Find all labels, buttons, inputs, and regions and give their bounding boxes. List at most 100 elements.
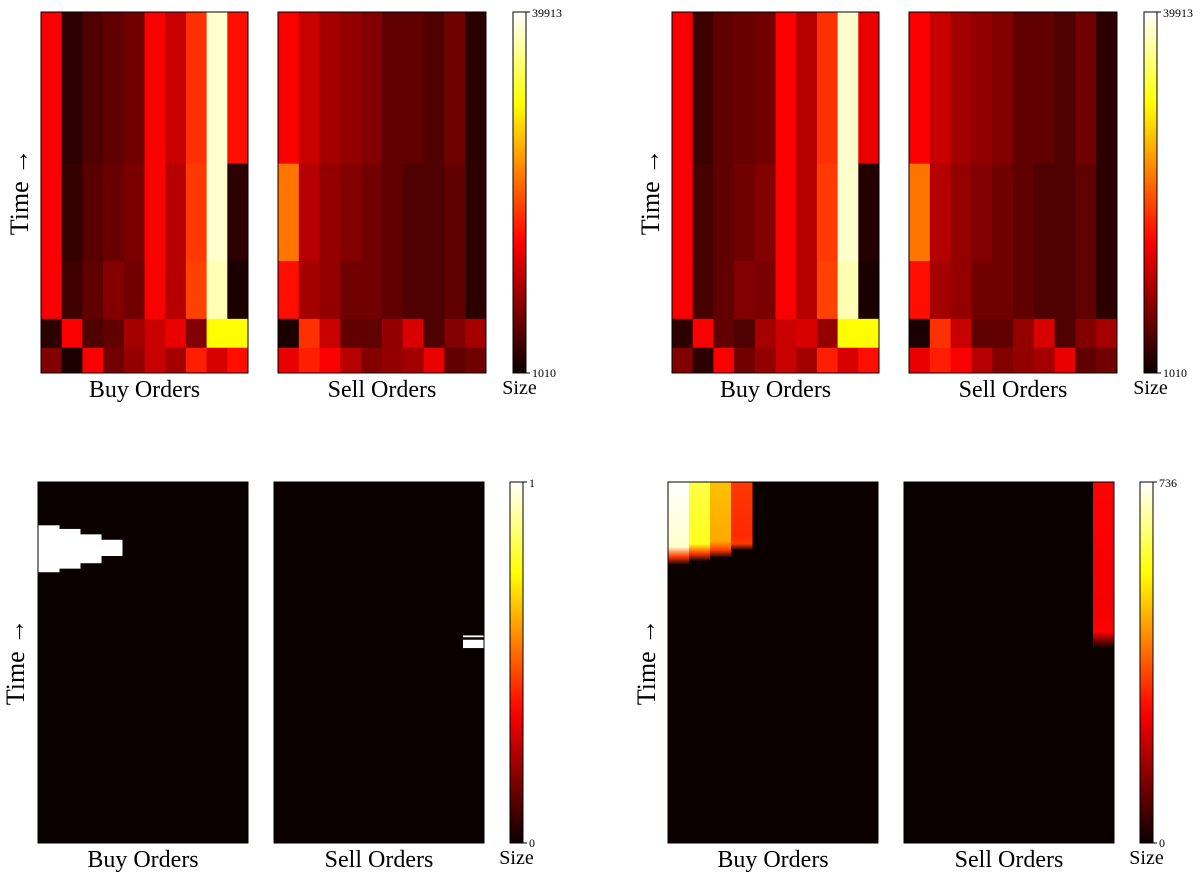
- heatmap-cell: [206, 261, 228, 320]
- heatmap-cell: [796, 347, 818, 374]
- heatmap-cell: [41, 261, 63, 320]
- heatmap-cell: [185, 163, 208, 262]
- heatmap-cell: [858, 347, 880, 374]
- heatmap-cell: [1054, 347, 1076, 374]
- heatmap-cell: [1096, 261, 1118, 320]
- heatmap-cell: [103, 347, 125, 374]
- heatmap-cell: [1033, 163, 1056, 262]
- heatmap-cell: [465, 261, 487, 320]
- colorbar-label: Size: [502, 377, 537, 399]
- y-axis-label: Time →: [632, 619, 661, 705]
- heatmap-cell: [444, 261, 466, 320]
- x-axis-label: Sell Orders: [328, 377, 437, 403]
- heatmap-cell: [319, 261, 341, 320]
- x-axis-label: Sell Orders: [959, 377, 1068, 403]
- heatmap-cell: [929, 318, 952, 349]
- heatmap-block: [463, 639, 485, 649]
- heatmap-cell: [909, 12, 931, 165]
- heatmap-frame: [40, 11, 249, 374]
- heatmap-cell: [858, 261, 880, 320]
- heatmap-cell: [103, 12, 125, 165]
- heatmap-cell: [298, 318, 321, 349]
- x-axis-label: Sell Orders: [325, 847, 434, 873]
- colorbar-label: Size: [1129, 847, 1164, 869]
- heatmap-cell: [402, 163, 425, 262]
- heatmap-block: [689, 482, 711, 562]
- heatmap-cell: [402, 12, 425, 165]
- heatmap-buy-orders: Buy Orders: [40, 11, 249, 403]
- heatmap-cell: [858, 318, 880, 349]
- heatmap-cell: [278, 12, 300, 165]
- heatmap-cell: [319, 318, 341, 349]
- heatmap-cell: [402, 261, 425, 320]
- x-axis-label: Buy Orders: [87, 847, 198, 873]
- heatmap-cell: [1096, 163, 1118, 262]
- heatmap-frame: [903, 481, 1115, 844]
- heatmap-cell: [144, 347, 166, 374]
- heatmap-cell: [382, 347, 404, 374]
- heatmap-frame: [277, 11, 487, 374]
- heatmap-cell: [816, 318, 839, 349]
- heatmap-block: [710, 482, 732, 558]
- heatmap-cell: [227, 261, 249, 320]
- heatmap-cell: [165, 261, 187, 320]
- heatmap-cell: [775, 12, 797, 165]
- heatmap-cell: [734, 261, 756, 320]
- heatmap-cell: [298, 261, 321, 320]
- heatmap-cell: [775, 163, 797, 262]
- heatmap-cell: [713, 261, 735, 320]
- heatmap-cell: [1013, 261, 1035, 320]
- heatmap-cell: [123, 163, 145, 262]
- heatmap-cell: [103, 261, 125, 320]
- colorbar-max-label: 1: [529, 476, 535, 490]
- heatmap-cell: [734, 318, 756, 349]
- heatmap-cell: [692, 261, 714, 320]
- heatmap-block: [668, 482, 690, 566]
- heatmap-cell: [278, 163, 300, 262]
- heatmap-cell: [206, 318, 228, 349]
- heatmap-cell: [444, 12, 466, 165]
- heatmap-buy-orders: Buy Orders: [671, 11, 880, 403]
- heatmap-cell: [82, 12, 104, 165]
- heatmap-cell: [278, 318, 300, 349]
- heatmap-frame: [908, 11, 1118, 374]
- heatmap-cell: [227, 347, 249, 374]
- heatmap-background: [274, 482, 484, 843]
- heatmap-cell: [858, 12, 880, 165]
- heatmap-block: [80, 534, 102, 564]
- heatmap-cell: [837, 261, 859, 320]
- x-axis-label: Buy Orders: [720, 377, 831, 403]
- heatmap-cell: [672, 347, 694, 374]
- heatmap-cell: [423, 347, 445, 374]
- heatmap-cell: [165, 318, 187, 349]
- colorbar-min-label: 0: [1159, 836, 1165, 850]
- heatmap-cell: [754, 12, 776, 165]
- heatmap-cell: [672, 163, 694, 262]
- heatmap-cell: [692, 318, 714, 349]
- heatmap-cell: [144, 163, 166, 262]
- heatmap-frame: [273, 481, 485, 844]
- heatmap-cell: [382, 163, 404, 262]
- heatmap-cell: [444, 347, 466, 374]
- heatmap-cell: [1033, 261, 1056, 320]
- heatmap-cell: [319, 347, 341, 374]
- heatmap-cell: [423, 12, 445, 165]
- heatmap-block: [463, 635, 485, 638]
- heatmap-cell: [1054, 12, 1076, 165]
- heatmap-cell: [206, 163, 228, 262]
- heatmap-cell: [382, 12, 404, 165]
- heatmap-cell: [319, 163, 341, 262]
- heatmap-cell: [909, 347, 931, 374]
- heatmap-cell: [858, 163, 880, 262]
- heatmap-cell: [929, 12, 952, 165]
- heatmap-cell: [165, 347, 187, 374]
- heatmap-cell: [929, 163, 952, 262]
- heatmap-background: [904, 482, 1114, 843]
- heatmap-cell: [144, 261, 166, 320]
- colorbar-max-label: 736: [1159, 476, 1177, 490]
- heatmap-cell: [1033, 347, 1056, 374]
- heatmap-cell: [227, 163, 249, 262]
